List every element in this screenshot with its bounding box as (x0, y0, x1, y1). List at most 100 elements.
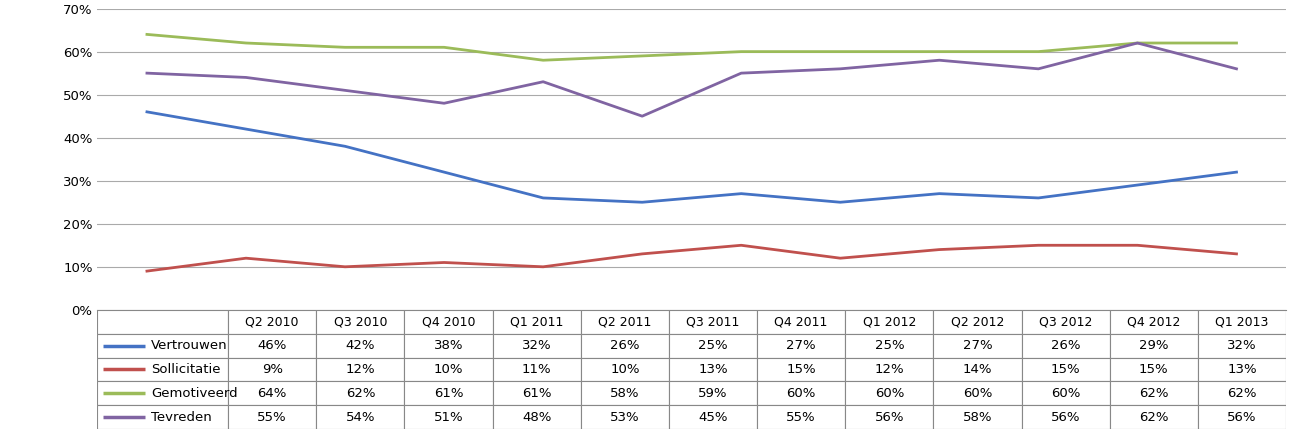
Text: 25%: 25% (698, 339, 727, 352)
FancyBboxPatch shape (934, 357, 1021, 381)
FancyBboxPatch shape (1198, 381, 1286, 405)
Text: Sollicitatie: Sollicitatie (151, 363, 221, 376)
FancyBboxPatch shape (934, 334, 1021, 357)
Text: 64%: 64% (257, 387, 287, 400)
FancyBboxPatch shape (669, 357, 757, 381)
Text: Q3 2010: Q3 2010 (334, 315, 387, 328)
FancyBboxPatch shape (317, 357, 404, 381)
FancyBboxPatch shape (97, 381, 229, 405)
Text: 60%: 60% (963, 387, 992, 400)
FancyBboxPatch shape (757, 381, 846, 405)
Text: Q2 2010: Q2 2010 (246, 315, 299, 328)
Text: 27%: 27% (786, 339, 816, 352)
FancyBboxPatch shape (757, 334, 846, 357)
FancyBboxPatch shape (1198, 357, 1286, 381)
FancyBboxPatch shape (581, 357, 669, 381)
Text: 62%: 62% (346, 387, 375, 400)
Text: 56%: 56% (1051, 411, 1081, 423)
Text: 62%: 62% (1228, 387, 1256, 400)
FancyBboxPatch shape (1021, 310, 1109, 334)
FancyBboxPatch shape (1021, 357, 1109, 381)
FancyBboxPatch shape (669, 381, 757, 405)
Text: 51%: 51% (434, 411, 464, 423)
FancyBboxPatch shape (757, 310, 846, 334)
FancyBboxPatch shape (97, 310, 229, 334)
FancyBboxPatch shape (1109, 405, 1198, 429)
Text: 32%: 32% (1228, 339, 1256, 352)
FancyBboxPatch shape (1109, 310, 1198, 334)
Text: 61%: 61% (434, 387, 464, 400)
Text: 53%: 53% (611, 411, 639, 423)
Text: 15%: 15% (786, 363, 816, 376)
FancyBboxPatch shape (492, 334, 581, 357)
Text: 38%: 38% (434, 339, 464, 352)
FancyBboxPatch shape (1109, 334, 1198, 357)
FancyBboxPatch shape (404, 310, 492, 334)
FancyBboxPatch shape (1198, 334, 1286, 357)
FancyBboxPatch shape (1109, 357, 1198, 381)
FancyBboxPatch shape (1198, 405, 1286, 429)
Text: 60%: 60% (874, 387, 904, 400)
FancyBboxPatch shape (492, 310, 581, 334)
Text: 26%: 26% (611, 339, 639, 352)
FancyBboxPatch shape (317, 334, 404, 357)
Text: Q4 2010: Q4 2010 (422, 315, 475, 328)
FancyBboxPatch shape (1021, 405, 1109, 429)
Text: 59%: 59% (699, 387, 727, 400)
Text: Q4 2012: Q4 2012 (1128, 315, 1181, 328)
FancyBboxPatch shape (404, 334, 492, 357)
Text: 54%: 54% (346, 411, 375, 423)
Text: 29%: 29% (1139, 339, 1169, 352)
Text: 60%: 60% (1051, 387, 1081, 400)
FancyBboxPatch shape (846, 381, 934, 405)
FancyBboxPatch shape (492, 357, 581, 381)
FancyBboxPatch shape (97, 357, 229, 381)
FancyBboxPatch shape (229, 310, 317, 334)
Text: 42%: 42% (346, 339, 375, 352)
FancyBboxPatch shape (757, 405, 846, 429)
Text: Q1 2012: Q1 2012 (863, 315, 916, 328)
Text: 62%: 62% (1139, 387, 1169, 400)
FancyBboxPatch shape (404, 357, 492, 381)
FancyBboxPatch shape (757, 357, 846, 381)
Text: Q1 2013: Q1 2013 (1216, 315, 1269, 328)
Text: Gemotiveerd: Gemotiveerd (151, 387, 238, 400)
Text: 11%: 11% (522, 363, 552, 376)
FancyBboxPatch shape (581, 310, 669, 334)
Text: 25%: 25% (874, 339, 904, 352)
Text: Q2 2011: Q2 2011 (598, 315, 652, 328)
Text: 15%: 15% (1139, 363, 1169, 376)
FancyBboxPatch shape (317, 310, 404, 334)
FancyBboxPatch shape (934, 310, 1021, 334)
Text: 10%: 10% (611, 363, 639, 376)
Text: 14%: 14% (963, 363, 992, 376)
FancyBboxPatch shape (229, 357, 317, 381)
Text: 10%: 10% (434, 363, 464, 376)
FancyBboxPatch shape (229, 334, 317, 357)
Text: 60%: 60% (786, 387, 816, 400)
FancyBboxPatch shape (669, 310, 757, 334)
Text: Q4 2011: Q4 2011 (774, 315, 827, 328)
FancyBboxPatch shape (97, 405, 229, 429)
Text: 13%: 13% (1228, 363, 1256, 376)
Text: 15%: 15% (1051, 363, 1081, 376)
FancyBboxPatch shape (846, 310, 934, 334)
FancyBboxPatch shape (1109, 381, 1198, 405)
FancyBboxPatch shape (846, 334, 934, 357)
Text: 27%: 27% (963, 339, 992, 352)
Text: Q1 2011: Q1 2011 (511, 315, 564, 328)
FancyBboxPatch shape (846, 357, 934, 381)
FancyBboxPatch shape (492, 381, 581, 405)
Text: 12%: 12% (346, 363, 375, 376)
Text: Q3 2011: Q3 2011 (686, 315, 739, 328)
Text: 13%: 13% (698, 363, 727, 376)
Text: Q2 2012: Q2 2012 (951, 315, 1004, 328)
Text: 58%: 58% (963, 411, 992, 423)
FancyBboxPatch shape (846, 405, 934, 429)
Text: 26%: 26% (1051, 339, 1081, 352)
Text: 32%: 32% (522, 339, 552, 352)
FancyBboxPatch shape (404, 405, 492, 429)
Text: 62%: 62% (1139, 411, 1169, 423)
Text: 12%: 12% (874, 363, 904, 376)
Text: 61%: 61% (522, 387, 552, 400)
